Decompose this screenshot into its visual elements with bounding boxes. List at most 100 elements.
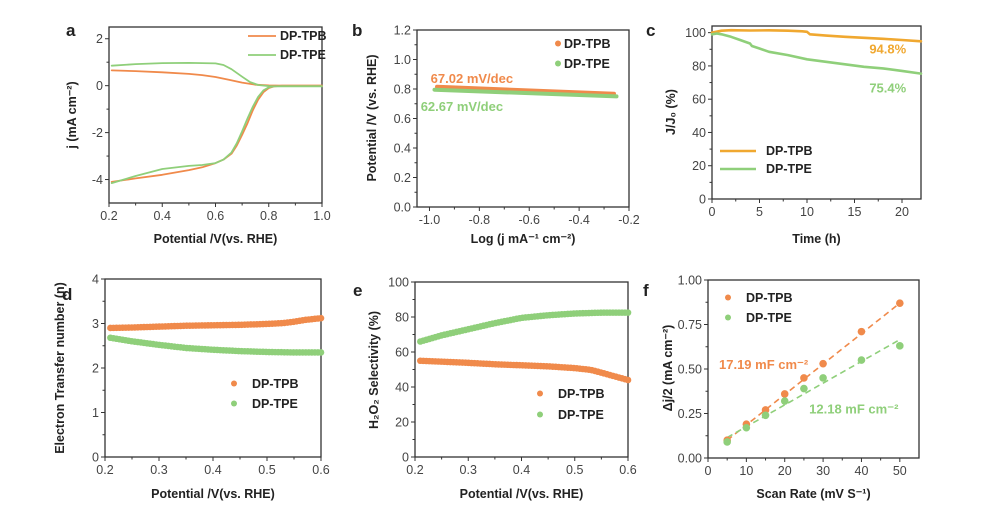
data-point <box>800 374 808 382</box>
y-tick-label: 0 <box>699 193 706 207</box>
annotation: 67.02 mV/dec <box>431 71 513 86</box>
y-tick-label: 4 <box>92 273 99 287</box>
legend: DP-TPB DP-TPE <box>720 144 813 176</box>
legend: DP-TPB DP-TPE <box>555 37 611 71</box>
legend-label: DP-TPE <box>564 57 610 71</box>
panel-letter: d <box>62 285 72 304</box>
series-line-dp-tpe <box>432 87 619 99</box>
y-axis-title: Potential /V (vs. RHE) <box>365 54 379 181</box>
annotation: 94.8% <box>869 41 906 56</box>
data-point <box>896 342 904 350</box>
x-tick-label: -0.2 <box>618 213 640 227</box>
x-tick-label: 0.6 <box>619 463 636 477</box>
panel-letter: e <box>353 281 362 300</box>
y-tick-label: 60 <box>395 346 409 360</box>
x-tick-label: 0.2 <box>96 463 113 477</box>
y-tick-label: 0.00 <box>678 452 702 466</box>
x-tick-label: 0.4 <box>513 463 530 477</box>
y-tick-label: 0.50 <box>678 363 702 377</box>
series-line-dp-tpe-ring- <box>110 62 323 88</box>
x-axis-title: Scan Rate (mV S⁻¹) <box>756 487 870 501</box>
y-tick-label: 1.00 <box>678 274 702 288</box>
y-tick-label: 0 <box>96 79 103 93</box>
x-axis-title: Log (j mA⁻¹ cm⁻²) <box>471 232 576 246</box>
y-axis-title: H₂O₂ Selectivity (%) <box>367 311 381 429</box>
x-axis-title: Potential /V(vs. RHE) <box>154 232 278 246</box>
fit-line <box>726 302 901 441</box>
legend-label: DP-TPE <box>766 162 812 176</box>
panel-letter: f <box>643 281 649 300</box>
x-tick-label: 0.8 <box>260 209 277 223</box>
y-tick-label: 40 <box>692 126 706 140</box>
y-tick-label: -4 <box>92 173 103 187</box>
x-axis-title: Potential /V(vs. RHE) <box>151 487 275 501</box>
y-tick-label: 40 <box>395 381 409 395</box>
panel-c: c 0 5 10 15 20 0 20 40 60 80 100 Time (h) J/J₀ (%) 94.… <box>646 21 923 246</box>
legend-label: DP-TPB <box>252 377 299 391</box>
legend-swatch <box>537 411 543 418</box>
data-point <box>780 397 789 405</box>
x-tick-label: 15 <box>848 205 862 219</box>
annotation: 17.19 mF cm⁻² <box>719 357 809 372</box>
y-tick-label: 80 <box>692 59 706 73</box>
legend-swatch <box>725 314 731 321</box>
x-tick-label: 0.5 <box>566 463 583 477</box>
legend-swatch <box>231 400 237 407</box>
x-tick-label: 10 <box>800 205 814 219</box>
y-axis-title: J/J₀ (%) <box>664 89 678 135</box>
data-point <box>896 299 904 307</box>
x-tick-label: 5 <box>756 205 763 219</box>
y-tick-label: 0 <box>402 451 409 465</box>
x-tick-label: 20 <box>895 205 909 219</box>
y-tick-label: 100 <box>685 26 706 40</box>
series-line-dp-tpb-disk- <box>110 84 323 183</box>
y-axis-title: Δj/2 (mA cm⁻²) <box>661 325 675 412</box>
legend-swatch <box>725 294 731 301</box>
data-point <box>624 376 632 384</box>
y-tick-label: 1.2 <box>394 24 411 38</box>
y-tick-label: 100 <box>388 276 409 290</box>
legend: DP-TPB DP-TPE <box>248 29 327 62</box>
data-point <box>723 438 731 446</box>
panel-b: b -1.0 -0.8 -0.6 -0.4 -0.2 0.0 0.2 0.4 0.6 0.8 1.0 1… <box>352 21 640 246</box>
y-tick-label: 0.0 <box>394 201 411 215</box>
x-tick-label: 0.3 <box>460 463 477 477</box>
x-tick-label: 10 <box>739 464 753 478</box>
data-point <box>761 406 770 414</box>
data-point <box>857 356 866 364</box>
panel-f: f 0 10 20 30 40 50 0.00 0.25 0.50 0.75 1.00 Scan Rat… <box>643 274 920 501</box>
annotation: 62.67 mV/dec <box>421 99 503 114</box>
x-tick-label: 0.5 <box>258 463 275 477</box>
series-line-dp-tpb-ring- <box>110 69 323 87</box>
panel-d: d 0.2 0.3 0.4 0.5 0.6 0 1 2 3 4 Potential /V(vs. RH… <box>53 273 330 502</box>
y-axis-title: Electron Transfer number (n) <box>53 282 67 454</box>
legend: DP-TPB DP-TPE <box>231 377 299 411</box>
y-tick-label: 20 <box>692 159 706 173</box>
series-line-dp-tpe-disk- <box>110 85 323 185</box>
panel-e: e 0.2 0.3 0.4 0.5 0.6 0 20 40 60 80 100 Potential /V… <box>353 276 637 502</box>
annotation: 75.4% <box>869 81 906 96</box>
x-tick-label: -0.4 <box>568 213 590 227</box>
y-tick-label: 1.0 <box>394 53 411 67</box>
y-tick-label: 0.8 <box>394 83 411 97</box>
data-point <box>857 327 866 336</box>
data-point <box>317 349 325 356</box>
legend: DP-TPB DP-TPE <box>725 291 793 325</box>
legend-label: DP-TPB <box>766 144 813 158</box>
legend-swatch <box>537 390 543 397</box>
x-tick-label: 0.4 <box>154 209 171 223</box>
x-tick-label: 30 <box>816 464 830 478</box>
data-point <box>317 314 325 322</box>
x-tick-label: 0.2 <box>406 463 423 477</box>
series-line-dp-tpe <box>710 32 923 75</box>
y-tick-label: 1 <box>92 406 99 420</box>
x-tick-label: 0.4 <box>204 463 221 477</box>
series-line-dp-tpb <box>435 84 616 96</box>
plot-frame <box>711 25 922 200</box>
x-tick-label: -1.0 <box>419 213 441 227</box>
x-tick-label: 0 <box>705 464 712 478</box>
legend-swatch <box>231 380 237 387</box>
y-tick-label: 0.4 <box>394 142 411 156</box>
x-tick-label: 40 <box>855 464 869 478</box>
